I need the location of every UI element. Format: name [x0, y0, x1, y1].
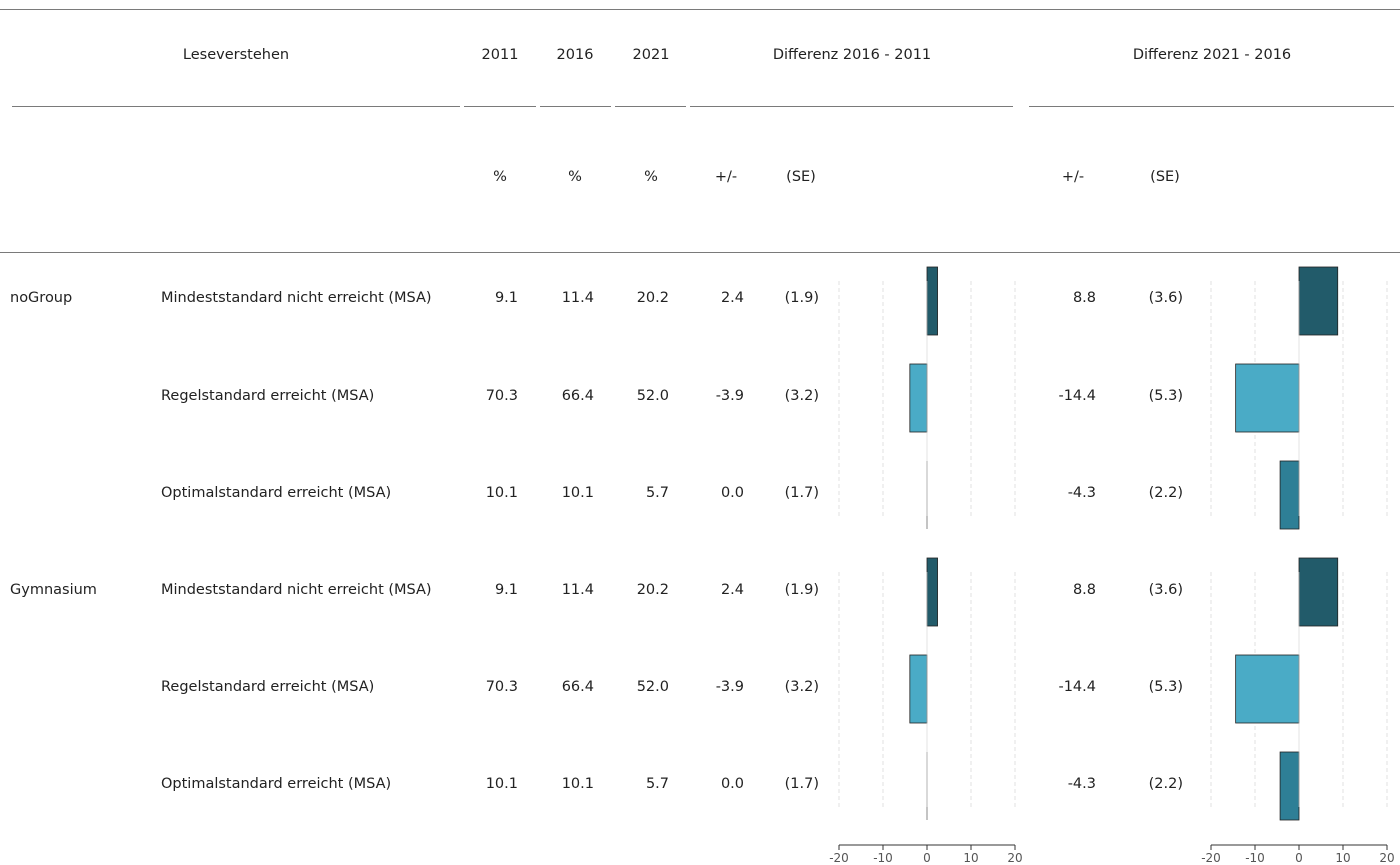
- cell-2011: 70.3: [485, 388, 518, 404]
- x-tick-label: 0: [923, 851, 931, 865]
- cell-2016: 11.4: [561, 290, 594, 306]
- cell-diff1: 0.0: [720, 485, 744, 501]
- cell-diff1: 2.4: [720, 290, 744, 306]
- cell-2011: 70.3: [485, 679, 518, 695]
- cell-2011: 9.1: [494, 290, 518, 306]
- top-rule: [0, 9, 1400, 10]
- cell-2011: 10.1: [485, 485, 518, 501]
- cell-diff2: -4.3: [1067, 776, 1096, 792]
- x-tick-label: 20: [1007, 851, 1022, 865]
- cell-diff1: 2.4: [720, 582, 744, 598]
- header-underline-2011: [464, 106, 536, 107]
- cell-diff1: 0.0: [720, 776, 744, 792]
- header-underline-diff1: [690, 106, 1013, 107]
- header-diff-2021-2016: Differenz 2021 - 2016: [1132, 47, 1292, 63]
- cell-se1: (1.7): [784, 776, 819, 792]
- cell-2016: 10.1: [561, 485, 594, 501]
- x-tick-label: -20: [1201, 851, 1221, 865]
- subheader-pct-2021: %: [644, 169, 658, 185]
- subheader-pct-2016: %: [568, 169, 582, 185]
- cell-2021: 52.0: [636, 388, 669, 404]
- cell-2016: 66.4: [561, 679, 594, 695]
- cell-2021: 20.2: [636, 582, 669, 598]
- bar: [1298, 557, 1339, 627]
- header-underline-2016: [540, 106, 611, 107]
- cell-se2: (2.2): [1148, 776, 1183, 792]
- x-tick-label: 10: [1335, 851, 1350, 865]
- header-year-2016: 2016: [556, 47, 594, 63]
- x-tick-label: -10: [873, 851, 893, 865]
- cell-diff1: -3.9: [715, 388, 744, 404]
- bar: [926, 266, 938, 336]
- row-label: Regelstandard erreicht (MSA): [161, 388, 375, 404]
- cell-diff2: -14.4: [1058, 388, 1096, 404]
- bar: [1279, 751, 1300, 821]
- bar: [1279, 460, 1300, 530]
- bar: [909, 363, 928, 433]
- bar: [926, 557, 938, 627]
- row-label: Optimalstandard erreicht (MSA): [161, 485, 392, 501]
- cell-2021: 20.2: [636, 290, 669, 306]
- cell-se1: (1.9): [784, 582, 819, 598]
- x-tick-label: 10: [963, 851, 978, 865]
- row-label: Mindeststandard nicht erreicht (MSA): [161, 290, 432, 306]
- subheader-diff1-se: (SE): [786, 169, 816, 185]
- cell-diff2: 8.8: [1072, 290, 1096, 306]
- header-diff-2016-2011: Differenz 2016 - 2011: [772, 47, 932, 63]
- cell-2016: 66.4: [561, 388, 594, 404]
- cell-2021: 52.0: [636, 679, 669, 695]
- header-label: Leseverstehen: [182, 47, 290, 63]
- subheader-pct-2011: %: [493, 169, 507, 185]
- cell-se2: (2.2): [1148, 485, 1183, 501]
- cell-diff2: -4.3: [1067, 485, 1096, 501]
- row-label: Regelstandard erreicht (MSA): [161, 679, 375, 695]
- cell-se1: (3.2): [784, 388, 819, 404]
- cell-se2: (5.3): [1148, 679, 1183, 695]
- x-tick-label: -20: [829, 851, 849, 865]
- row-label: Optimalstandard erreicht (MSA): [161, 776, 392, 792]
- cell-diff1: -3.9: [715, 679, 744, 695]
- header-year-2011: 2011: [481, 47, 519, 63]
- cell-2021: 5.7: [645, 485, 669, 501]
- body-top-rule: [0, 252, 1400, 253]
- cell-se2: (5.3): [1148, 388, 1183, 404]
- header-year-2021: 2021: [632, 47, 670, 63]
- header-underline-label: [12, 106, 460, 107]
- cell-se1: (1.9): [784, 290, 819, 306]
- cell-2016: 11.4: [561, 582, 594, 598]
- bar: [909, 654, 928, 724]
- cell-2021: 5.7: [645, 776, 669, 792]
- cell-diff2: 8.8: [1072, 582, 1096, 598]
- row-label: Mindeststandard nicht erreicht (MSA): [161, 582, 432, 598]
- cell-se1: (3.2): [784, 679, 819, 695]
- cell-se2: (3.6): [1148, 290, 1183, 306]
- x-tick-label: 20: [1379, 851, 1394, 865]
- x-tick-label: 0: [1295, 851, 1303, 865]
- bar: [1235, 363, 1300, 433]
- x-tick-label: -10: [1245, 851, 1265, 865]
- group-name: Gymnasium: [10, 582, 97, 598]
- subheader-diff1-pm: +/-: [714, 169, 738, 185]
- cell-2011: 9.1: [494, 582, 518, 598]
- bar: [1298, 266, 1339, 336]
- cell-diff2: -14.4: [1058, 679, 1096, 695]
- cell-se1: (1.7): [784, 485, 819, 501]
- cell-2016: 10.1: [561, 776, 594, 792]
- header-underline-2021: [615, 106, 686, 107]
- cell-2011: 10.1: [485, 776, 518, 792]
- bar: [1235, 654, 1300, 724]
- subheader-diff2-se: (SE): [1150, 169, 1180, 185]
- cell-se2: (3.6): [1148, 582, 1183, 598]
- group-name: noGroup: [10, 290, 73, 306]
- header-underline-diff2: [1029, 106, 1394, 107]
- subheader-diff2-pm: +/-: [1061, 169, 1085, 185]
